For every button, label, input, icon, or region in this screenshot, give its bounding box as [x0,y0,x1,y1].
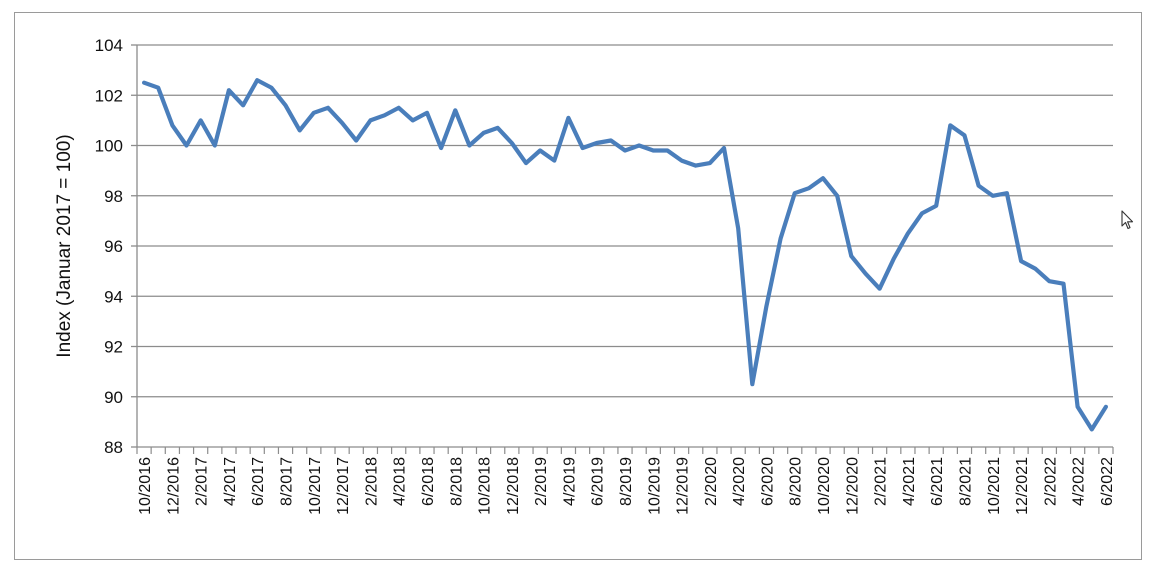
x-tick-label: 6/2017 [250,457,267,506]
x-tick-label: 2/2022 [1042,457,1059,506]
y-tick-label: 102 [95,86,123,105]
series-line [142,78,1109,432]
series-layer [142,78,1109,432]
x-tick-label: 8/2018 [448,457,465,506]
x-tick-label: 4/2022 [1071,457,1088,506]
x-tick-label: 8/2020 [788,457,805,506]
x-tick-label: 6/2018 [420,457,437,506]
x-tick-label: 2/2021 [873,457,890,506]
x-tick-label: 10/2017 [307,457,324,515]
mouse-cursor-icon [1121,210,1134,230]
y-tick-label: 100 [95,137,123,156]
x-tick-label: 6/2022 [1099,457,1116,506]
x-tick-label: 4/2018 [392,457,409,506]
x-tick-label: 2/2018 [363,457,380,506]
x-tick-label: 10/2018 [477,457,494,515]
y-tick-label: 96 [104,237,123,256]
y-tick-label: 88 [104,438,123,457]
x-axis-ticks: 10/2016 12/2016 2/2017 4/2017 6/2017 8/2017 10… [136,447,1116,515]
x-tick-label: 4/2020 [731,457,748,506]
y-tick-label: 104 [95,36,123,55]
x-tick-label: 4/2017 [222,457,239,506]
y-tick-label: 92 [104,338,123,357]
y-tick-label: 90 [104,388,123,407]
chart-frame [14,12,1142,560]
x-tick-label: 12/2019 [675,457,692,515]
y-axis-ticks: 88 90 92 94 96 98 100 102 104 [95,36,137,457]
x-tick-label: 12/2020 [844,457,861,515]
x-tick-label: 12/2016 [165,457,182,515]
x-tick-label: 4/2021 [901,457,918,506]
x-tick-label: 2/2019 [533,457,550,506]
y-tick-label: 98 [104,187,123,206]
x-tick-label: 8/2021 [957,457,974,506]
x-tick-label: 12/2018 [505,457,522,515]
x-tick-label: 6/2021 [929,457,946,506]
x-tick-label: 12/2017 [335,457,352,515]
x-tick-label: 8/2019 [618,457,635,506]
y-axis-label: Index (Januar 2017 = 100) [54,134,75,357]
y-tick-label: 94 [104,287,123,306]
x-tick-label: 4/2019 [561,457,578,506]
x-tick-label: 6/2019 [590,457,607,506]
x-tick-label: 6/2020 [759,457,776,506]
x-tick-label: 10/2021 [986,457,1003,515]
x-tick-label: 2/2017 [194,457,211,506]
x-tick-label: 10/2019 [646,457,663,515]
x-tick-label: 12/2021 [1014,457,1031,515]
x-tick-label: 2/2020 [703,457,720,506]
x-tick-label: 8/2017 [279,457,296,506]
x-tick-label: 10/2016 [137,457,154,515]
x-tick-label: 10/2020 [816,457,833,515]
